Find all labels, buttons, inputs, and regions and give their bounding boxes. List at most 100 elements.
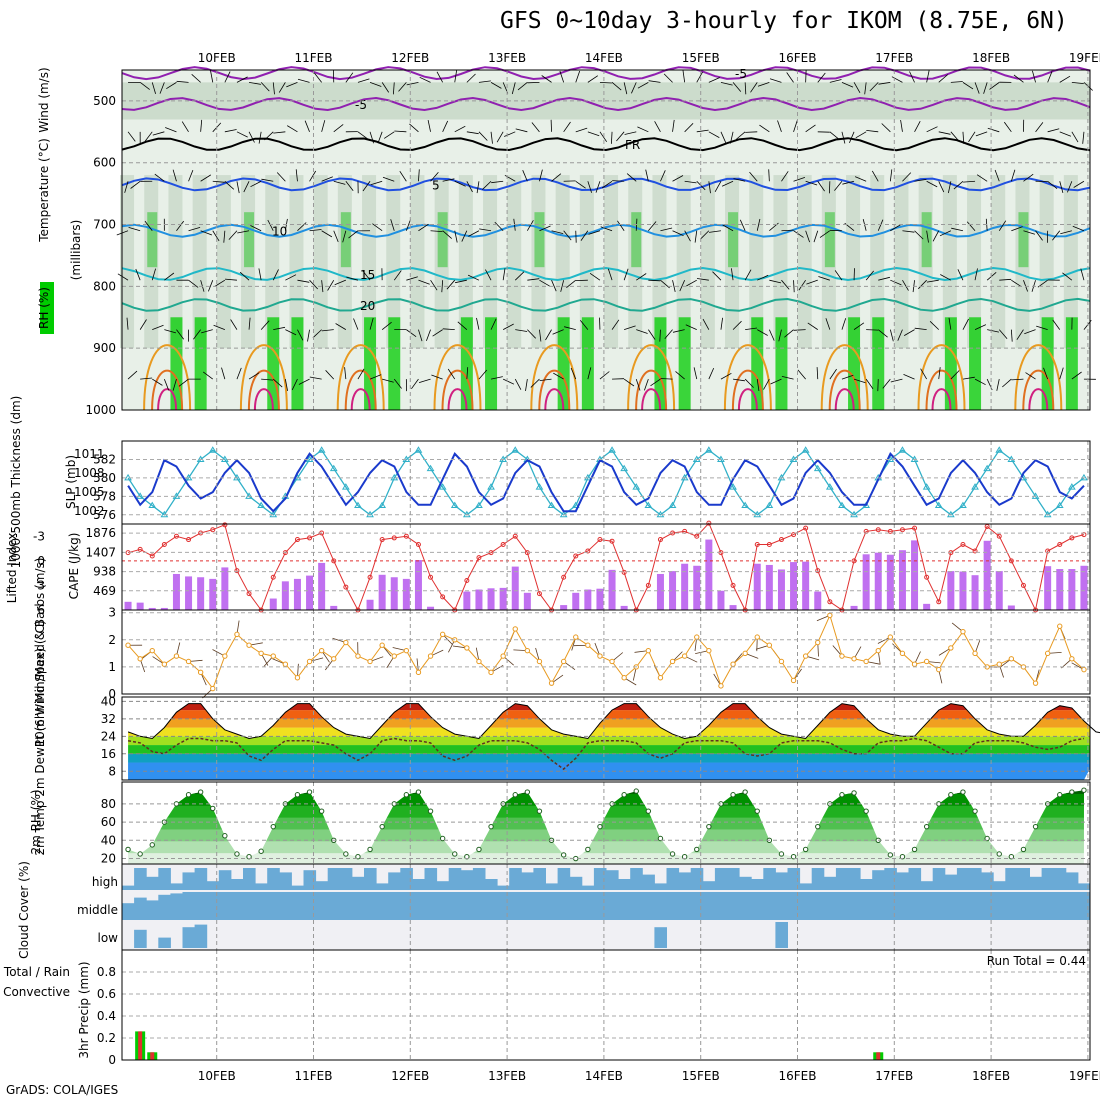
- wind-speed-point: [718, 683, 724, 689]
- lifted-index-point: [440, 594, 446, 600]
- lifted-index-point: [500, 541, 506, 547]
- wind-barb: [393, 270, 402, 281]
- cloud-bar-mid: [714, 892, 728, 920]
- cape-bar: [197, 577, 205, 610]
- wind-barb: [853, 322, 865, 330]
- wind-speed-point: [585, 642, 591, 648]
- cloud-bar-mid: [412, 892, 425, 920]
- wind-speed-point: [331, 656, 337, 662]
- wind-barb: [914, 121, 921, 133]
- wind-speed-point: [621, 675, 627, 681]
- wind-barb: [321, 120, 326, 132]
- wind-barb: [228, 230, 238, 240]
- wind-barb: [200, 174, 212, 182]
- wind-barb: [267, 219, 274, 231]
- thickness-point: [341, 483, 350, 490]
- date-label-top: 11FEB: [295, 51, 333, 65]
- lifted-index-point: [222, 522, 228, 528]
- humidity-mid: [631, 212, 642, 268]
- wind-barb: [442, 328, 455, 331]
- temp-contour: [121, 96, 1091, 112]
- wind-barb: [918, 279, 927, 290]
- wind-barb: [178, 378, 189, 387]
- wind-barb: [1011, 279, 1022, 288]
- wind-barb: [466, 181, 473, 193]
- wind-barb: [237, 230, 250, 234]
- wind-barb: [159, 82, 165, 94]
- wind-barb: [297, 279, 310, 283]
- wind-barb: [611, 82, 622, 91]
- wind-barb: [962, 318, 969, 330]
- wind-barb: [193, 329, 201, 340]
- wind-barb: [442, 230, 452, 239]
- wind-speed-point: [754, 634, 760, 640]
- cloud-bar-high: [122, 885, 135, 890]
- wind-barb: [172, 169, 177, 182]
- cloud-bar-mid: [485, 892, 498, 920]
- contour-label: -5: [735, 67, 747, 81]
- cloud-bar-mid: [702, 892, 716, 920]
- cloud-bar-high: [1053, 868, 1067, 890]
- wind-barb: [756, 379, 760, 392]
- cape-bar: [693, 565, 701, 610]
- temp-contour-40: [931, 388, 952, 411]
- humidity-mid: [921, 212, 932, 268]
- cloud-bar-high: [497, 885, 510, 890]
- wind-barb: [223, 230, 226, 243]
- temp-contour-30: [820, 344, 869, 411]
- rh-point: [694, 846, 700, 853]
- wind-barb: [321, 280, 324, 293]
- cloud-bar-high: [618, 879, 631, 890]
- wind-barb: [213, 324, 225, 331]
- wind-barb: [1071, 81, 1084, 84]
- cape-bar: [765, 564, 773, 610]
- ylabel-slp: SLP (mb): [64, 455, 78, 509]
- wind-barb: [446, 279, 456, 290]
- lifted-index-point: [379, 537, 385, 543]
- wind-barb: [345, 181, 354, 191]
- temp-contour-30: [917, 344, 966, 411]
- wind-barb: [890, 378, 903, 383]
- wind-barb: [974, 268, 978, 281]
- rh-point: [754, 808, 760, 814]
- wind-barb: [431, 374, 443, 380]
- rh-point: [258, 848, 264, 854]
- wind-barb: [564, 326, 576, 331]
- wind-barb: [897, 329, 903, 341]
- thickness-point: [813, 464, 822, 472]
- temp-band: [128, 727, 1090, 737]
- wind-barb: [816, 367, 819, 380]
- humidity-shade: [797, 175, 812, 349]
- wind-barb: [777, 120, 782, 132]
- wind-barb: [514, 378, 522, 390]
- date-label-top: 10FEB: [198, 51, 236, 65]
- thickness-point: [136, 492, 145, 499]
- wind-barb: [624, 131, 637, 135]
- wind-barb: [580, 230, 589, 241]
- cape-bar: [511, 566, 519, 610]
- rh-bands: [128, 790, 1085, 864]
- wind-speed-point: [645, 647, 652, 654]
- humidity-high: [872, 317, 885, 410]
- wind-barb: [768, 169, 770, 182]
- cloud-bar-mid: [775, 892, 788, 920]
- wind-barb: [362, 181, 371, 192]
- chart-title: GFS 0~10day 3-hourly for IKOM (8.75E, 6N…: [500, 8, 1068, 34]
- thickness-point: [487, 483, 495, 490]
- cloud-bar-mid: [1053, 892, 1067, 920]
- wind-barb: [950, 81, 963, 83]
- cloud-bar-mid: [956, 892, 970, 920]
- ylabel-convective: Convective: [3, 985, 70, 999]
- cloud-bar-high: [714, 868, 728, 890]
- wind-barb: [891, 76, 903, 83]
- wind-barb: [248, 317, 251, 330]
- lifted-tick: -3: [33, 529, 45, 543]
- wind-barb: [672, 175, 684, 182]
- wind-barb: [1071, 371, 1082, 380]
- wind-barb: [382, 176, 395, 182]
- precip-tick: 0.6: [97, 987, 116, 1001]
- humidity-shade: [410, 175, 425, 349]
- wind-barb: [369, 81, 382, 87]
- wind-barb: [531, 122, 540, 133]
- wind-speed-point: [766, 642, 773, 648]
